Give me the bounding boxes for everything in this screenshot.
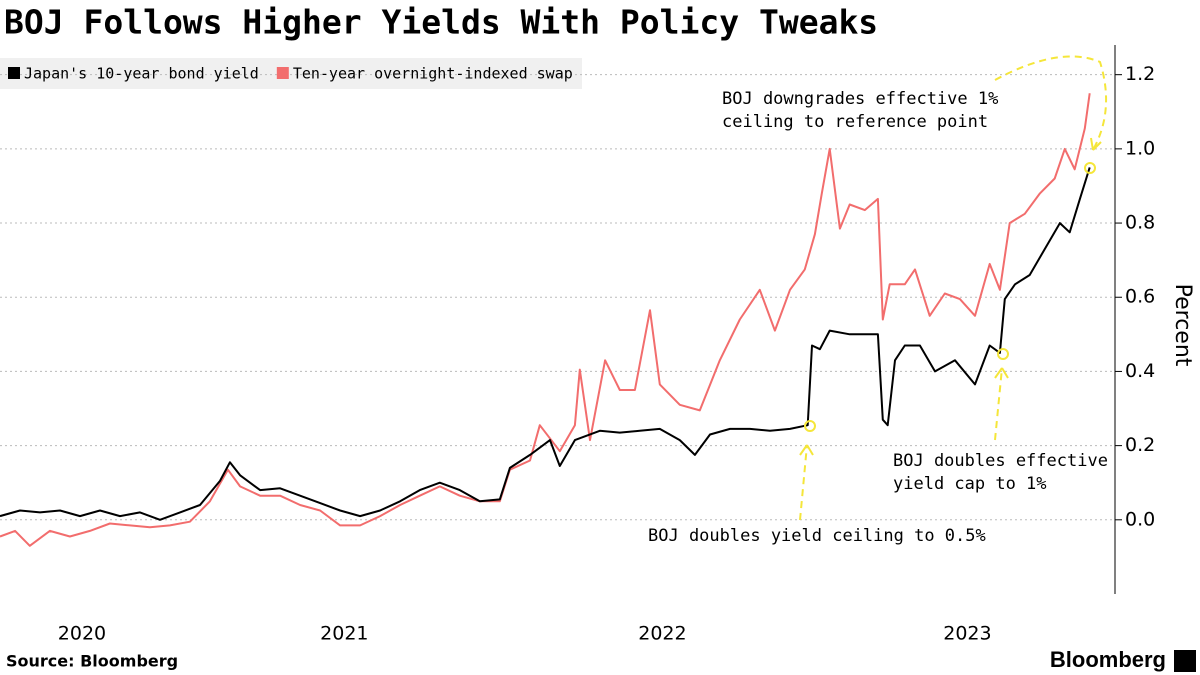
chart-title: BOJ Follows Higher Yields With Policy Tw…: [4, 3, 878, 42]
annotation: BOJ doubles effective: [893, 451, 1108, 471]
annotation-marker: [1084, 162, 1096, 174]
x-tick-label: 2023: [943, 623, 991, 645]
arrowhead: [994, 367, 1009, 379]
arrow: [994, 55, 1108, 151]
series-line: [0, 167, 1091, 521]
annotation-marker: [804, 420, 816, 432]
y-tick-label: 1.0: [1125, 137, 1155, 159]
legend-label: Ten-year overnight-indexed swap: [293, 65, 573, 83]
arrowhead: [799, 444, 814, 456]
y-tick-label: 0.6: [1125, 286, 1155, 308]
y-tick-label: 0.8: [1125, 212, 1155, 234]
y-tick-label: 0.2: [1125, 434, 1155, 456]
arrowhead: [1090, 137, 1102, 151]
annotation: yield cap to 1%: [893, 474, 1047, 494]
series-line: [0, 93, 1091, 547]
legend-swatch: [276, 67, 289, 79]
arrow: [799, 444, 808, 521]
arrow: [994, 367, 1003, 441]
brand-icon: [1174, 650, 1196, 672]
grid: [0, 74, 1115, 521]
annotation-arrows: [799, 55, 1108, 521]
x-tick-label: 2020: [58, 623, 106, 645]
y-tick-label: 1.2: [1125, 63, 1155, 85]
annotation: BOJ doubles yield ceiling to 0.5%: [648, 526, 986, 546]
annotation-marker: [997, 348, 1009, 360]
legend-box: [0, 58, 582, 89]
y-axis-label: Percent: [1170, 284, 1195, 367]
source: Source: Bloomberg: [6, 652, 178, 671]
x-tick-label: 2021: [320, 623, 368, 645]
y-tick-label: 0.0: [1125, 508, 1155, 530]
legend-label: Japan's 10-year bond yield: [24, 65, 259, 83]
brand: Bloomberg: [1050, 647, 1166, 672]
y-tick-label: 0.4: [1125, 360, 1155, 382]
legend-swatch: [8, 67, 20, 79]
annotation: BOJ downgrades effective 1%: [722, 89, 998, 109]
x-tick-label: 2022: [638, 623, 686, 645]
annotation: ceiling to reference point: [722, 112, 988, 132]
